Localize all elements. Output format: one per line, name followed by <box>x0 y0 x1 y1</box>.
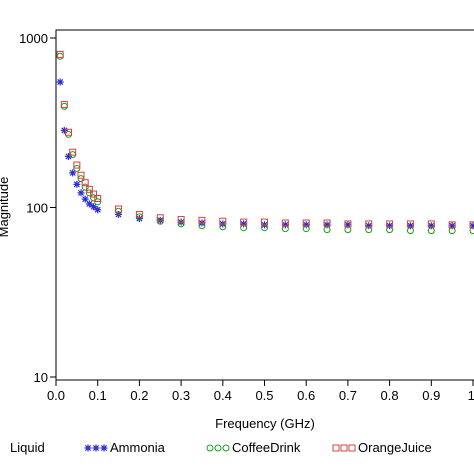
data-point <box>332 444 340 452</box>
data-point <box>85 189 93 197</box>
series-orangejuice <box>56 50 474 229</box>
data-point <box>81 183 89 191</box>
data-point <box>84 444 92 452</box>
x-tick-label: 0.9 <box>422 388 440 403</box>
x-tick-label: 0.3 <box>172 388 190 403</box>
data-point <box>340 444 348 452</box>
data-point <box>406 227 414 235</box>
data-point <box>85 200 93 208</box>
data-point <box>240 218 248 226</box>
data-point <box>198 216 206 224</box>
data-point <box>65 152 73 160</box>
legend-label: OrangeJuice <box>358 440 432 455</box>
data-point <box>65 128 73 136</box>
data-point <box>365 220 373 228</box>
x-tick-label: 0.0 <box>47 388 65 403</box>
data-point <box>135 210 143 218</box>
data-point <box>60 102 68 110</box>
data-point <box>60 126 68 134</box>
plot-frame <box>55 29 474 381</box>
data-point <box>94 206 102 214</box>
y-tick-label: 100 <box>26 201 48 216</box>
data-point <box>90 203 98 211</box>
legend-entry-ammonia: Ammonia <box>84 440 166 455</box>
data-point <box>65 130 73 138</box>
data-point <box>344 220 352 228</box>
x-tick-label: 0.6 <box>297 388 315 403</box>
data-point <box>56 78 64 86</box>
x-tick-label: 0.8 <box>381 388 399 403</box>
data-point <box>427 227 435 235</box>
data-point <box>198 222 206 230</box>
data-point <box>348 444 356 452</box>
data-point <box>77 189 85 197</box>
data-point <box>406 220 414 228</box>
data-point <box>302 219 310 227</box>
y-axis-label: Magnitude <box>0 177 11 238</box>
x-tick-label: 0.1 <box>89 388 107 403</box>
data-point <box>281 219 289 227</box>
legend: Liquid Ammonia CoffeeDrink OrangeJuice <box>10 440 432 455</box>
data-point <box>156 214 164 222</box>
data-point <box>427 220 435 228</box>
data-point <box>115 205 123 213</box>
series-coffeedrink <box>56 52 474 235</box>
x-tick-label: 0.4 <box>214 388 232 403</box>
data-point <box>219 217 227 225</box>
data-point <box>77 171 85 179</box>
data-point <box>100 444 108 452</box>
data-point <box>386 220 394 228</box>
x-tick-label: 0.2 <box>130 388 148 403</box>
data-point <box>81 179 89 187</box>
data-point <box>73 180 81 188</box>
data-point <box>177 215 185 223</box>
data-point <box>56 52 64 60</box>
y-tick-label: 10 <box>34 370 48 385</box>
data-point <box>85 185 93 193</box>
legend-title: Liquid <box>10 440 45 455</box>
data-point <box>56 50 64 58</box>
data-point <box>323 221 331 229</box>
data-point <box>222 444 230 452</box>
x-axis-label: Frequency (GHz) <box>215 416 315 431</box>
x-tick-label: 1. <box>468 388 474 403</box>
legend-entry-coffeedrink: CoffeeDrink <box>206 440 301 455</box>
data-point <box>73 161 81 169</box>
data-point <box>90 190 98 198</box>
x-tick-label: 0.7 <box>339 388 357 403</box>
legend-label: Ammonia <box>110 440 166 455</box>
data-point <box>60 101 68 109</box>
y-tick-label: 1000 <box>19 31 48 46</box>
legend-entry-orangejuice: OrangeJuice <box>332 440 432 455</box>
data-point <box>323 219 331 227</box>
data-point <box>94 195 102 203</box>
legend-label: CoffeeDrink <box>232 440 301 455</box>
series-ammonia <box>56 78 474 230</box>
data-point <box>69 148 77 156</box>
data-point <box>69 169 77 177</box>
data-point <box>81 195 89 203</box>
data-point <box>92 444 100 452</box>
data-point <box>261 218 268 226</box>
data-point <box>448 221 456 229</box>
data-point <box>206 444 214 452</box>
data-point <box>323 226 331 234</box>
x-tick-label: 0.5 <box>255 388 273 403</box>
data-point <box>90 194 98 202</box>
data-point <box>177 220 185 228</box>
data-point <box>469 221 474 229</box>
data-point <box>214 444 222 452</box>
